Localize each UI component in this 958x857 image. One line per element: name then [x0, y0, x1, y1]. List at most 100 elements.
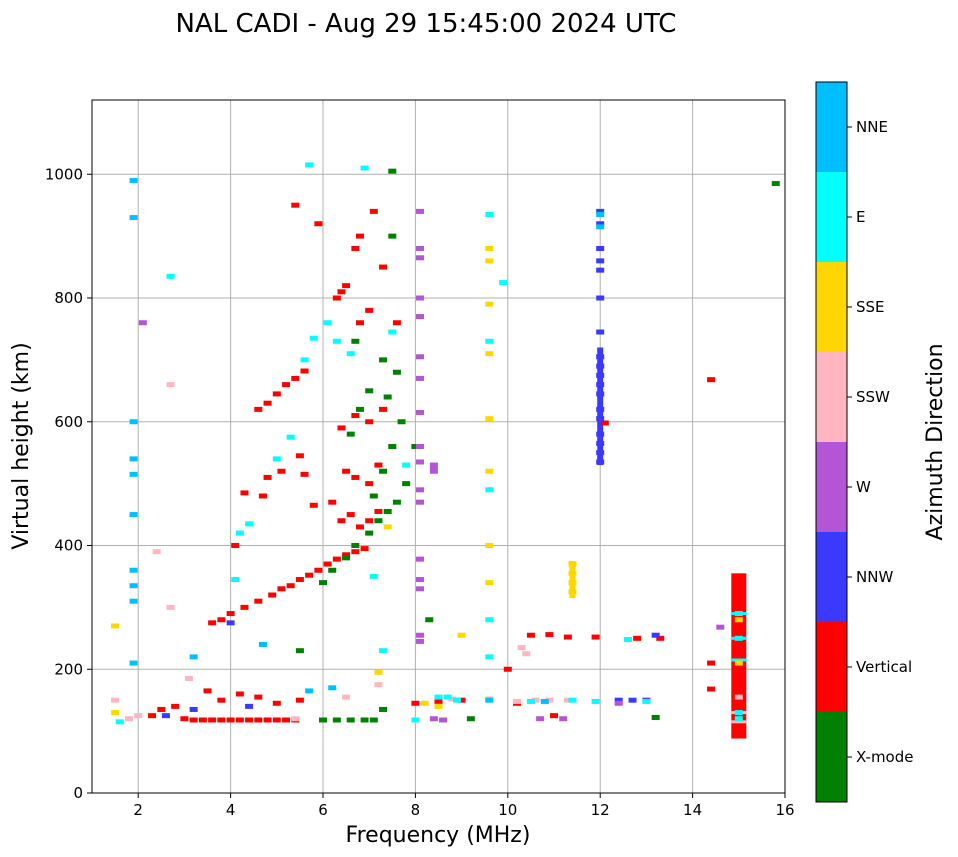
- data-point: [235, 530, 244, 536]
- data-point: [240, 604, 249, 610]
- data-point: [416, 577, 425, 583]
- y-axis-ticks: 0 200 400 600 800 1000: [45, 165, 92, 802]
- data-point: [314, 221, 323, 227]
- x-tick-label: 2: [133, 801, 143, 819]
- data-point: [171, 703, 180, 709]
- data-point: [369, 717, 378, 723]
- x-tick-label: 8: [411, 801, 421, 819]
- data-point: [226, 620, 235, 626]
- data-point: [111, 623, 120, 629]
- data-point: [642, 698, 651, 704]
- data-point: [360, 717, 369, 723]
- data-point: [416, 459, 425, 465]
- data-point: [342, 555, 351, 561]
- data-point: [295, 648, 304, 654]
- data-point: [448, 696, 457, 702]
- data-point: [245, 703, 254, 709]
- data-point: [379, 468, 388, 474]
- data-point: [596, 440, 605, 446]
- data-point: [111, 697, 120, 703]
- colorbar-label: W: [856, 478, 871, 496]
- data-point: [295, 453, 304, 459]
- data-point: [360, 546, 369, 552]
- data-point: [319, 717, 327, 723]
- data-point: [152, 549, 161, 555]
- data-point: [374, 669, 383, 675]
- data-point: [485, 416, 494, 422]
- data-point: [416, 354, 425, 360]
- data-point: [734, 710, 743, 716]
- data-point: [124, 716, 133, 722]
- data-point: [596, 382, 605, 388]
- data-points: [111, 162, 780, 725]
- data-point: [129, 660, 138, 666]
- data-point: [596, 224, 605, 230]
- data-point: [568, 580, 577, 586]
- data-point: [374, 462, 383, 468]
- data-point: [365, 481, 374, 487]
- data-point: [129, 456, 138, 462]
- colorbar-label: X-mode: [856, 748, 913, 766]
- data-point: [328, 685, 337, 691]
- data-point: [563, 634, 572, 640]
- data-point: [485, 580, 494, 586]
- data-point: [434, 698, 443, 704]
- data-point: [180, 716, 189, 722]
- data-point: [129, 567, 138, 573]
- colorbar-segment: [816, 622, 847, 712]
- data-point: [355, 524, 364, 530]
- data-point: [379, 357, 388, 363]
- data-point: [185, 676, 194, 682]
- y-tick-label: 200: [54, 660, 83, 678]
- data-point: [323, 320, 332, 326]
- data-point: [291, 202, 300, 208]
- data-point: [374, 518, 383, 524]
- data-point: [217, 717, 226, 723]
- data-point: [245, 521, 254, 527]
- data-point: [485, 487, 494, 493]
- data-point: [319, 580, 327, 586]
- data-point: [379, 264, 388, 270]
- data-point: [263, 474, 272, 480]
- data-point: [526, 698, 535, 704]
- y-tick-label: 400: [54, 537, 83, 555]
- data-point: [485, 246, 494, 251]
- data-point: [217, 697, 226, 703]
- data-point: [291, 716, 300, 722]
- data-point: [734, 660, 743, 666]
- data-point: [392, 499, 401, 505]
- data-point: [166, 273, 175, 279]
- data-point: [332, 556, 341, 562]
- data-point: [392, 320, 401, 326]
- data-point: [272, 456, 281, 462]
- colorbar-segment: [816, 172, 847, 262]
- data-point: [365, 388, 374, 394]
- colorbar-label: NNE: [856, 118, 888, 136]
- data-point: [277, 586, 286, 592]
- data-point: [388, 329, 397, 335]
- data-point: [623, 637, 632, 643]
- data-point: [291, 375, 300, 381]
- data-point: [600, 420, 609, 426]
- data-point: [656, 635, 665, 641]
- data-point: [416, 314, 425, 320]
- data-point: [134, 713, 143, 719]
- data-point: [388, 233, 397, 239]
- data-point: [309, 335, 318, 341]
- data-point: [416, 295, 425, 301]
- colorbar-segment: [816, 442, 847, 532]
- data-point: [282, 382, 291, 388]
- data-point: [596, 211, 605, 217]
- data-point: [245, 717, 254, 723]
- data-point: [416, 586, 425, 592]
- data-point: [771, 181, 780, 187]
- data-point: [522, 651, 531, 657]
- data-point: [217, 617, 226, 623]
- grid: [92, 100, 785, 793]
- data-point: [734, 611, 743, 617]
- data-point: [434, 694, 443, 700]
- data-point: [369, 573, 378, 579]
- data-point: [305, 162, 314, 168]
- data-point: [596, 363, 605, 369]
